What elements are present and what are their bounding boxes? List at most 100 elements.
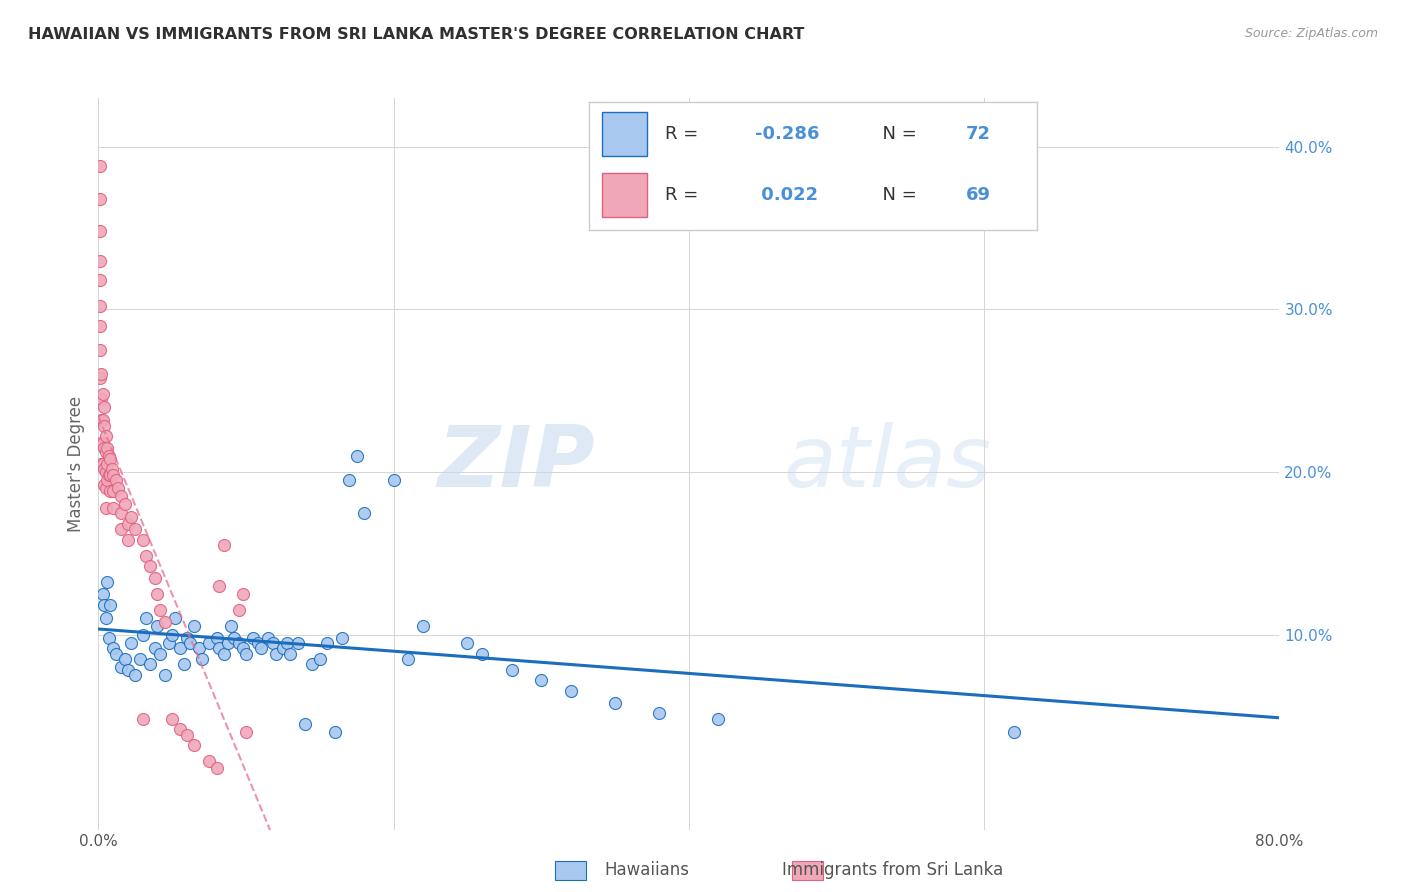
Point (501, 663, 523, 677)
Point (132, 533, 155, 548)
Point (90, 392, 112, 406)
Point (262, 635, 284, 649)
Text: Hawaiians: Hawaiians (605, 861, 689, 879)
Point (94, 611, 117, 625)
Point (98, 452, 121, 467)
Point (198, 635, 221, 649)
Point (412, 619, 434, 633)
Point (217, 635, 239, 649)
Point (98, 484, 121, 499)
Point (208, 640, 231, 655)
Point (96, 441, 118, 455)
Text: Source: ZipAtlas.com: Source: ZipAtlas.com (1244, 27, 1378, 40)
Point (276, 635, 298, 649)
Point (191, 652, 214, 666)
Point (456, 635, 478, 649)
Point (89, 253, 111, 268)
Point (90, 435, 112, 450)
Point (89, 160, 111, 174)
Point (162, 712, 183, 726)
Point (110, 489, 132, 503)
Point (103, 468, 125, 483)
Point (257, 631, 280, 645)
Point (382, 473, 405, 487)
Point (176, 631, 198, 645)
Point (91, 457, 114, 471)
Point (316, 635, 339, 649)
Point (124, 522, 146, 536)
Point (89, 318, 111, 333)
Point (224, 631, 246, 645)
Point (135, 611, 157, 625)
Point (103, 484, 125, 499)
Point (107, 481, 129, 495)
Point (153, 668, 176, 682)
Point (120, 635, 142, 649)
Point (250, 640, 273, 655)
Point (93, 400, 115, 414)
Point (309, 652, 332, 666)
Point (132, 627, 155, 641)
Point (89, 273, 111, 287)
Point (153, 615, 176, 629)
Point (89, 224, 111, 238)
Point (91, 413, 114, 427)
Point (91, 387, 114, 401)
Point (94, 481, 117, 495)
Point (471, 647, 494, 661)
Point (287, 635, 309, 649)
Point (208, 579, 231, 593)
Point (162, 627, 183, 641)
Point (242, 631, 264, 645)
Point (94, 445, 117, 459)
Point (117, 663, 139, 677)
Point (212, 647, 235, 661)
Point (91, 435, 114, 450)
Point (169, 640, 191, 655)
Point (707, 712, 730, 726)
Point (89, 343, 111, 357)
Point (271, 640, 294, 655)
Point (143, 571, 166, 585)
Text: Immigrants from Sri Lanka: Immigrants from Sri Lanka (782, 861, 1004, 879)
Point (228, 603, 250, 617)
Point (146, 587, 169, 601)
Point (110, 660, 132, 674)
Point (183, 619, 205, 633)
Point (93, 419, 115, 434)
Point (114, 498, 136, 512)
Point (93, 599, 115, 613)
Point (120, 510, 142, 524)
Point (165, 611, 187, 625)
Point (205, 761, 228, 775)
Point (139, 559, 162, 574)
Y-axis label: Master's Degree: Master's Degree (67, 396, 86, 532)
Point (301, 657, 323, 671)
Point (139, 657, 162, 671)
Point (100, 461, 122, 475)
Point (605, 696, 627, 710)
Point (219, 619, 242, 633)
Text: atlas: atlas (783, 422, 991, 506)
Point (198, 754, 221, 768)
Point (117, 533, 139, 548)
Point (97, 631, 120, 645)
Point (114, 652, 136, 666)
Point (179, 635, 201, 649)
Point (339, 473, 360, 487)
Point (143, 640, 166, 655)
Point (105, 473, 128, 487)
Point (212, 538, 235, 552)
Point (146, 619, 169, 633)
Text: HAWAIIAN VS IMMIGRANTS FROM SRI LANKA MASTER'S DEGREE CORRELATION CHART: HAWAIIAN VS IMMIGRANTS FROM SRI LANKA MA… (28, 27, 804, 42)
Point (232, 587, 254, 601)
Point (648, 706, 671, 720)
Point (90, 413, 112, 427)
Point (353, 506, 375, 520)
Point (117, 516, 139, 531)
Point (232, 640, 254, 655)
Point (183, 738, 205, 752)
Text: ZIP: ZIP (437, 422, 595, 506)
Point (330, 631, 353, 645)
Point (89, 192, 111, 206)
